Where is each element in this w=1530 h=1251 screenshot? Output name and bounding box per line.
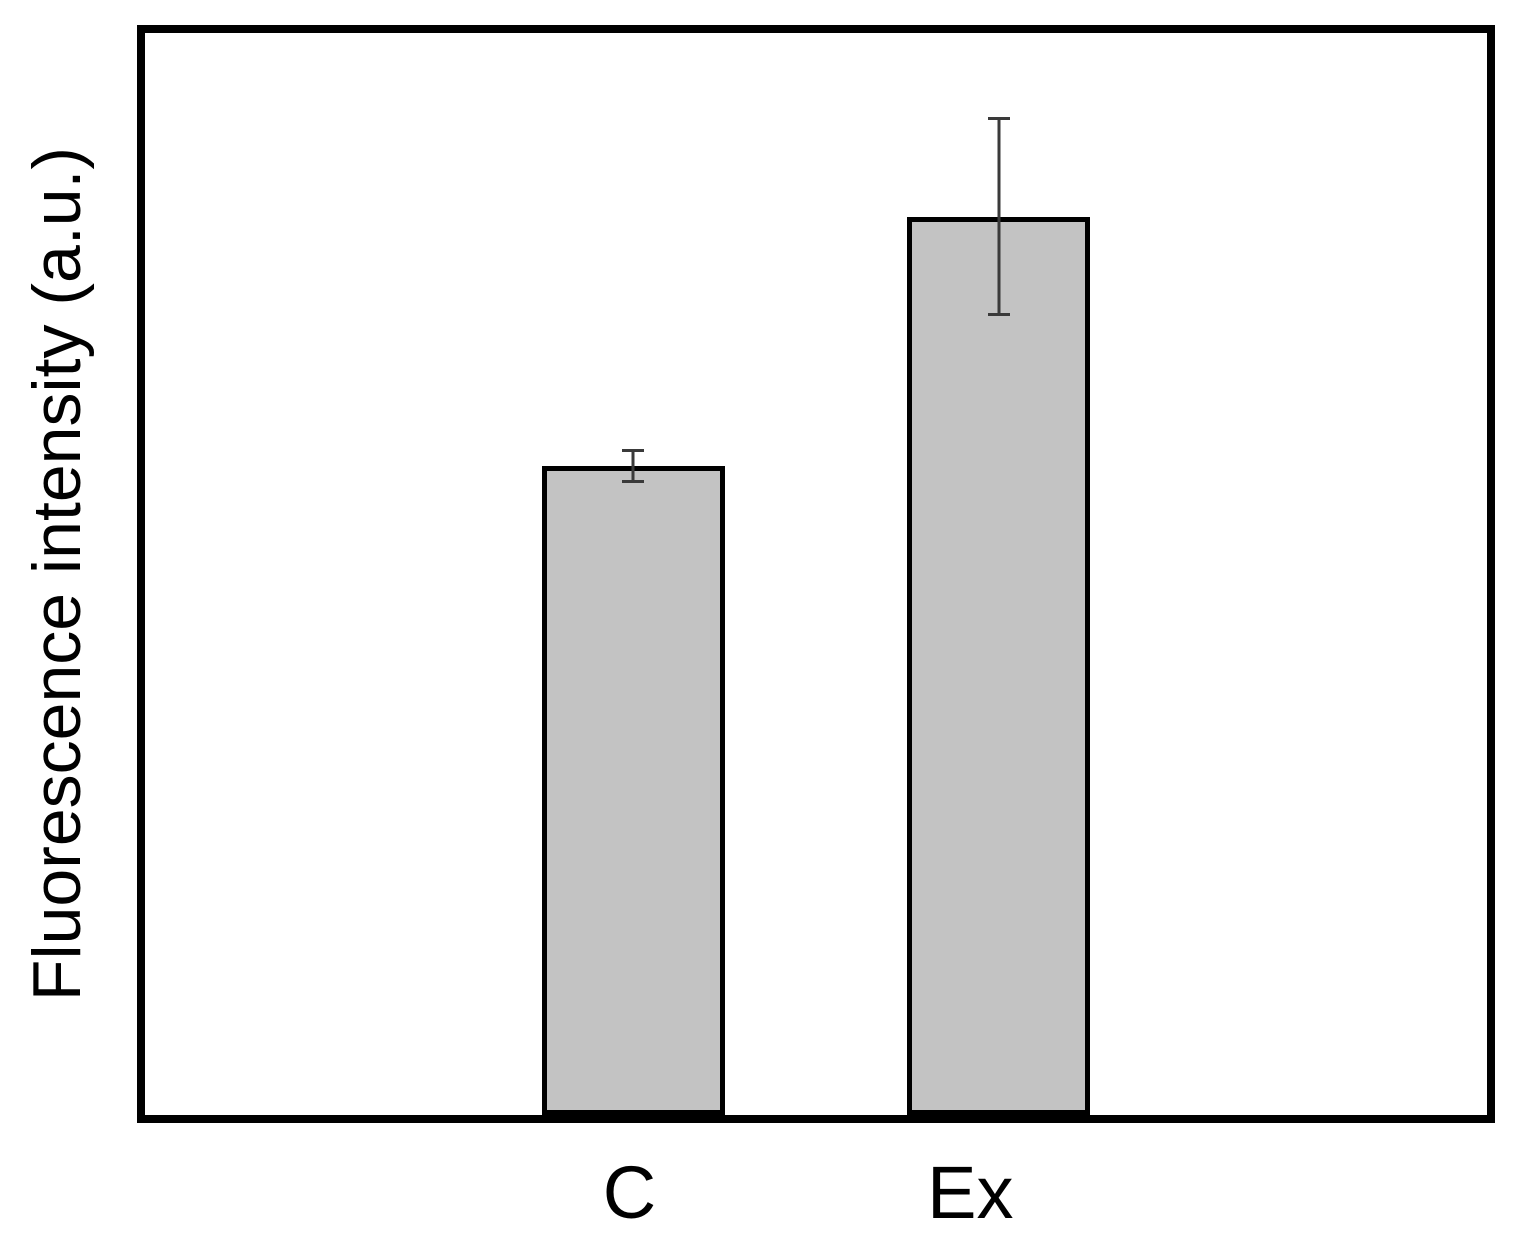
y-axis-label: Fluorescence intensity (a.u.)	[19, 146, 95, 1002]
x-tick-label-ex: Ex	[927, 1151, 1014, 1234]
x-tick-label-c: C	[602, 1151, 657, 1234]
bar-Ex	[906, 216, 1091, 1115]
error-bar-Ex	[987, 117, 1010, 317]
error-bar-C	[622, 448, 645, 484]
plot-area	[137, 25, 1495, 1123]
bar-C	[541, 465, 726, 1115]
